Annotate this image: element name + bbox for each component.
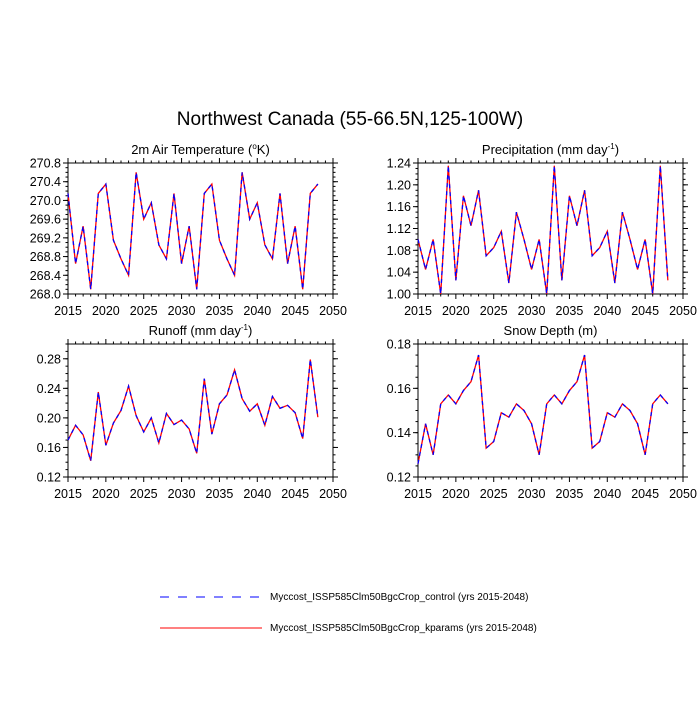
title-text: Snow Depth (m) xyxy=(504,323,598,338)
y-tick-label: 270.8 xyxy=(30,157,61,171)
y-tick-label: 1.08 xyxy=(387,244,411,258)
x-tick-label: 2025 xyxy=(130,304,158,318)
y-tick-label: 0.14 xyxy=(387,426,411,440)
panel-title: Snow Depth (m) xyxy=(504,323,598,338)
legend-label-kparams: Myccost_ISSP585Clm50BgcCrop_kparams (yrs… xyxy=(270,623,537,634)
panel-title: Precipitation (mm day-1) xyxy=(482,142,619,157)
series-kparams-line xyxy=(418,355,668,464)
x-tick-label: 2050 xyxy=(319,304,347,318)
x-tick-label: 2020 xyxy=(92,487,120,501)
x-tick-label: 2050 xyxy=(669,304,697,318)
y-tick-label: 0.28 xyxy=(37,352,61,366)
panel-title: Runoff (mm day-1) xyxy=(149,323,253,338)
title-text: Precipitation (mm day xyxy=(482,142,608,157)
y-tick-label: 1.00 xyxy=(387,288,411,302)
series-control-line xyxy=(418,166,668,294)
x-tick-label: 2045 xyxy=(631,487,659,501)
y-tick-label: 0.20 xyxy=(37,411,61,425)
y-tick-label: 0.12 xyxy=(37,471,61,485)
x-tick-label: 2040 xyxy=(593,487,621,501)
y-tick-label: 1.24 xyxy=(387,157,411,171)
y-tick-label: 269.6 xyxy=(30,213,61,227)
x-tick-label: 2035 xyxy=(556,487,584,501)
title-text: Runoff (mm day xyxy=(149,323,242,338)
panel-2: Precipitation (mm day-1) 2015 2020 2025 2030… xyxy=(387,142,697,318)
y-tick-label: 268.0 xyxy=(30,288,61,302)
x-tick-label: 2030 xyxy=(168,487,196,501)
x-tick-label: 2015 xyxy=(404,304,432,318)
x-tick-label: 2035 xyxy=(556,304,584,318)
y-tick-label: 270.0 xyxy=(30,194,61,208)
y-tick-label: 1.20 xyxy=(387,178,411,192)
x-tick-label: 2035 xyxy=(206,487,234,501)
y-tick-label: 0.12 xyxy=(387,471,411,485)
panel-title: 2m Air Temperature (oK) xyxy=(131,142,270,157)
y-tick-label: 270.4 xyxy=(30,175,61,189)
x-tick-label: 2030 xyxy=(518,487,546,501)
x-tick-label: 2015 xyxy=(54,304,82,318)
title-text: 2m Air Temperature ( xyxy=(131,142,253,157)
panel-3: Runoff (mm day-1) 2015 2020 2025 2030 2035 204… xyxy=(37,323,347,501)
y-tick-label: 0.16 xyxy=(387,382,411,396)
series-control-line xyxy=(68,360,318,461)
y-tick-label: 0.18 xyxy=(387,338,411,352)
y-tick-label: 1.16 xyxy=(387,200,411,214)
x-tick-label: 2020 xyxy=(442,487,470,501)
x-tick-label: 2015 xyxy=(404,487,432,501)
series-kparams-line xyxy=(68,360,318,461)
x-tick-label: 2030 xyxy=(518,304,546,318)
x-tick-label: 2050 xyxy=(319,487,347,501)
series-control-line xyxy=(68,172,318,289)
main-title: Northwest Canada (55-66.5N,125-100W) xyxy=(177,109,523,130)
x-tick-label: 2045 xyxy=(281,487,309,501)
y-tick-label: 1.04 xyxy=(387,266,411,280)
title-text: ) xyxy=(615,142,619,157)
x-tick-label: 2045 xyxy=(281,304,309,318)
x-tick-label: 2020 xyxy=(442,304,470,318)
x-tick-label: 2040 xyxy=(243,304,271,318)
series-control-line xyxy=(418,355,668,464)
title-text: K) xyxy=(257,142,270,157)
x-tick-label: 2015 xyxy=(54,487,82,501)
x-tick-label: 2025 xyxy=(480,487,508,501)
x-tick-label: 2040 xyxy=(593,304,621,318)
x-tick-label: 2050 xyxy=(669,487,697,501)
title-text: ) xyxy=(248,323,252,338)
x-tick-label: 2035 xyxy=(206,304,234,318)
y-tick-label: 268.8 xyxy=(30,250,61,264)
series-kparams-line xyxy=(68,172,318,289)
x-tick-label: 2030 xyxy=(168,304,196,318)
panel-1: 2m Air Temperature (oK) 2015 2020 2025 2030 2… xyxy=(30,142,347,318)
y-tick-label: 1.12 xyxy=(387,222,411,236)
y-tick-label: 0.24 xyxy=(37,382,61,396)
plot-frame xyxy=(68,163,333,294)
x-tick-label: 2040 xyxy=(243,487,271,501)
y-tick-label: 269.2 xyxy=(30,231,61,245)
x-tick-label: 2025 xyxy=(480,304,508,318)
panel-4: Snow Depth (m) 2015 2020 2025 2030 2035 2040 20… xyxy=(387,323,697,501)
legend: Myccost_ISSP585Clm50BgcCrop_control (yrs… xyxy=(160,592,537,634)
y-tick-label: 268.4 xyxy=(30,269,61,283)
y-tick-label: 0.16 xyxy=(37,441,61,455)
legend-label-control: Myccost_ISSP585Clm50BgcCrop_control (yrs… xyxy=(270,592,528,603)
x-tick-label: 2045 xyxy=(631,304,659,318)
x-tick-label: 2025 xyxy=(130,487,158,501)
x-tick-label: 2020 xyxy=(92,304,120,318)
plot-frame xyxy=(418,344,683,477)
